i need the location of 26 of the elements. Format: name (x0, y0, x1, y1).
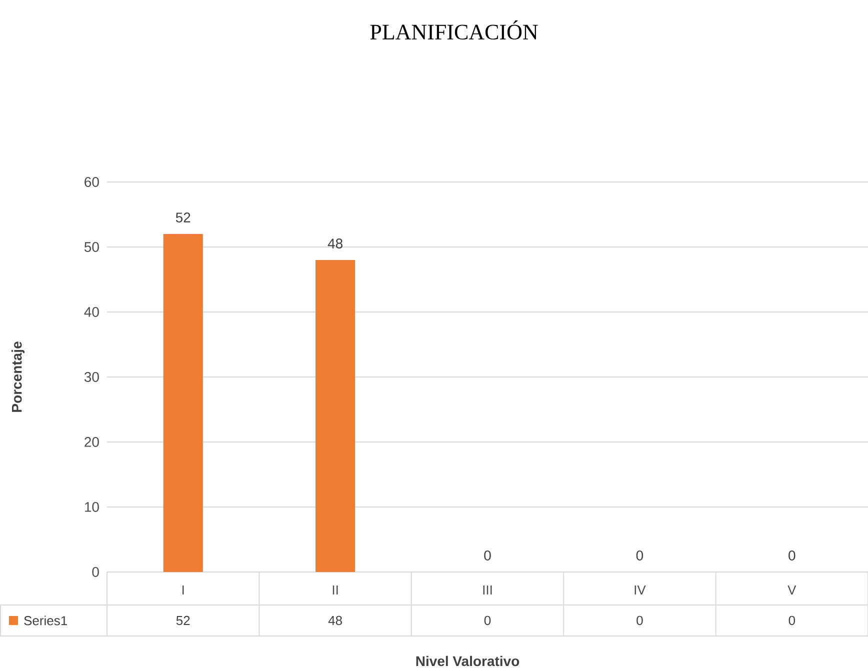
text: 0 (636, 550, 644, 560)
legend-label: Series1 (24, 616, 67, 626)
y-tick-label: 50 (84, 242, 99, 252)
text: 52 (176, 212, 190, 222)
x-tick-label: IV (634, 586, 646, 594)
y-tick-label: 20 (84, 437, 99, 447)
text: 0 (484, 550, 491, 560)
y-axis-title: Porcentaje (11, 342, 25, 412)
y-tick-label: 40 (84, 307, 99, 317)
x-tick-label: V (788, 586, 796, 594)
y-tick-label: 0 (92, 567, 99, 577)
data-label: 0 (788, 616, 796, 626)
y-tick-label: 30 (84, 372, 99, 382)
y-tick-label: 10 (84, 502, 99, 512)
y-tick-label: 60 (84, 177, 99, 187)
x-tick-label: I (182, 586, 184, 594)
data-label: 0 (636, 616, 643, 626)
text: 0 (788, 550, 796, 560)
data-label: 48 (328, 616, 342, 626)
x-axis-title: Nivel Valorativo (416, 656, 520, 666)
x-tick-label: III (483, 586, 492, 594)
text: 48 (328, 238, 342, 248)
chart-title: PLANIFICACIÓN (370, 20, 538, 40)
data-label: 0 (484, 616, 491, 626)
x-tick-label: II (332, 586, 338, 594)
data-label: 52 (176, 616, 190, 626)
